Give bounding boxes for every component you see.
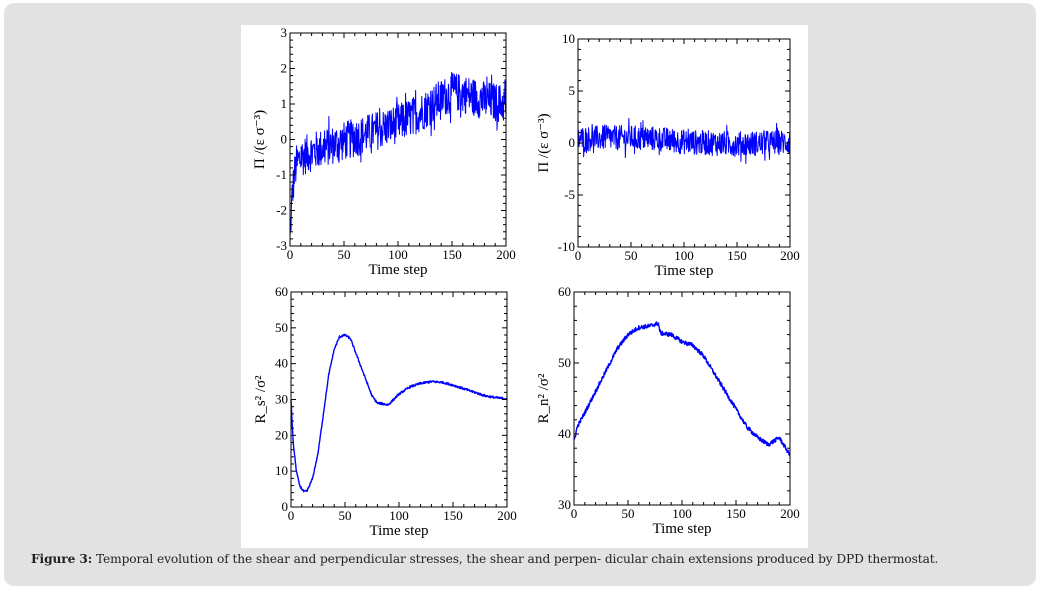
x-tick-label: 100	[389, 508, 409, 523]
x-tick-label: 0	[575, 248, 582, 263]
x-tick-label: 150	[443, 508, 463, 523]
y-tick-label: -10	[558, 239, 575, 254]
caption-label: Figure 3:	[31, 552, 93, 566]
chart-shear-extension: 0 50 100 150 200 0 10 20 30 40 50 60 Time step R_s² /…	[253, 284, 517, 539]
y-tick-label: 50	[275, 320, 288, 335]
x-tick-label: 50	[339, 508, 352, 523]
caption-text: Temporal evolution of the shear and perp…	[92, 552, 939, 566]
x-axis-title: Time step	[652, 521, 711, 537]
y-tick-label: 2	[281, 61, 288, 76]
x-tick-label: 100	[388, 247, 408, 262]
y-tick-label: 30	[275, 392, 288, 407]
figure-card: 0 50 100 150 200 -3 -2 -1 0 1 2 3 Time step Π /(ε σ⁻³…	[4, 3, 1036, 586]
x-tick-label: 100	[672, 506, 692, 521]
y-tick-label: -1	[276, 167, 287, 182]
y-tick-label: 60	[275, 284, 288, 299]
x-tick-label: 200	[496, 247, 516, 262]
x-tick-label: 50	[625, 248, 638, 263]
x-tick-label: 50	[622, 506, 635, 521]
plot-frame	[290, 291, 508, 508]
x-tick-label: 150	[727, 248, 747, 263]
y-axis-title: R_n² /σ²	[536, 373, 552, 424]
figure-panel: 0 50 100 150 200 -3 -2 -1 0 1 2 3 Time step Π /(ε σ⁻³…	[241, 25, 808, 548]
y-tick-label: -2	[276, 203, 287, 218]
x-tick-label: 0	[287, 247, 294, 262]
y-tick-label: 20	[275, 427, 288, 442]
y-tick-label: 10	[275, 463, 288, 478]
chart-shear-stress: 0 50 100 150 200 -3 -2 -1 0 1 2 3 Time step Π /(ε σ⁻³…	[252, 25, 516, 278]
series-line-shear-extension	[290, 333, 508, 493]
chart-perpendicular-stress: 0 50 100 150 200 -10 -5 0 5 10 Time step Π /(ε σ⁻³)	[536, 31, 800, 279]
y-tick-label: 0	[282, 499, 289, 514]
y-tick-label: 0	[281, 132, 288, 147]
y-tick-label: 30	[558, 497, 571, 512]
y-tick-label: 1	[281, 96, 288, 111]
x-tick-label: 150	[726, 506, 746, 521]
y-tick-label: 50	[558, 355, 571, 370]
y-tick-label: 5	[569, 83, 576, 98]
x-axis-title: Time step	[654, 263, 713, 279]
x-tick-label: 200	[780, 506, 800, 521]
plot-frame	[289, 32, 507, 247]
chart-perpendicular-extension: 0 50 100 150 200 30 40 50 60 Time step R_n² /σ²	[536, 284, 800, 537]
series-line-perpendicular-stress	[577, 117, 791, 165]
x-tick-label: 150	[442, 247, 462, 262]
x-axis-title: Time step	[368, 262, 427, 278]
figure-caption: Figure 3: Temporal evolution of the shea…	[31, 552, 1031, 566]
y-tick-label: 10	[562, 31, 575, 46]
x-tick-label: 50	[338, 247, 351, 262]
y-tick-label: -5	[564, 187, 575, 202]
x-tick-label: 100	[674, 248, 694, 263]
y-axis-title: R_s² /σ²	[253, 375, 269, 424]
x-tick-label: 200	[497, 508, 517, 523]
x-tick-label: 0	[571, 506, 578, 521]
x-axis-title: Time step	[369, 523, 428, 539]
series-line-shear-stress	[289, 71, 507, 237]
y-tick-label: 3	[281, 25, 288, 40]
series-line-perpendicular-extension	[573, 321, 791, 457]
y-tick-label: 60	[558, 284, 571, 299]
plot-frame	[573, 291, 791, 506]
x-tick-label: 200	[780, 248, 800, 263]
y-tick-label: 40	[558, 426, 571, 441]
y-tick-label: 0	[569, 135, 576, 150]
x-tick-label: 0	[288, 508, 295, 523]
y-tick-label: -3	[276, 238, 287, 253]
y-axis-title: Π /(ε σ⁻³)	[252, 110, 268, 169]
y-tick-label: 40	[275, 356, 288, 371]
y-axis-title: Π /(ε σ⁻³)	[536, 113, 552, 172]
